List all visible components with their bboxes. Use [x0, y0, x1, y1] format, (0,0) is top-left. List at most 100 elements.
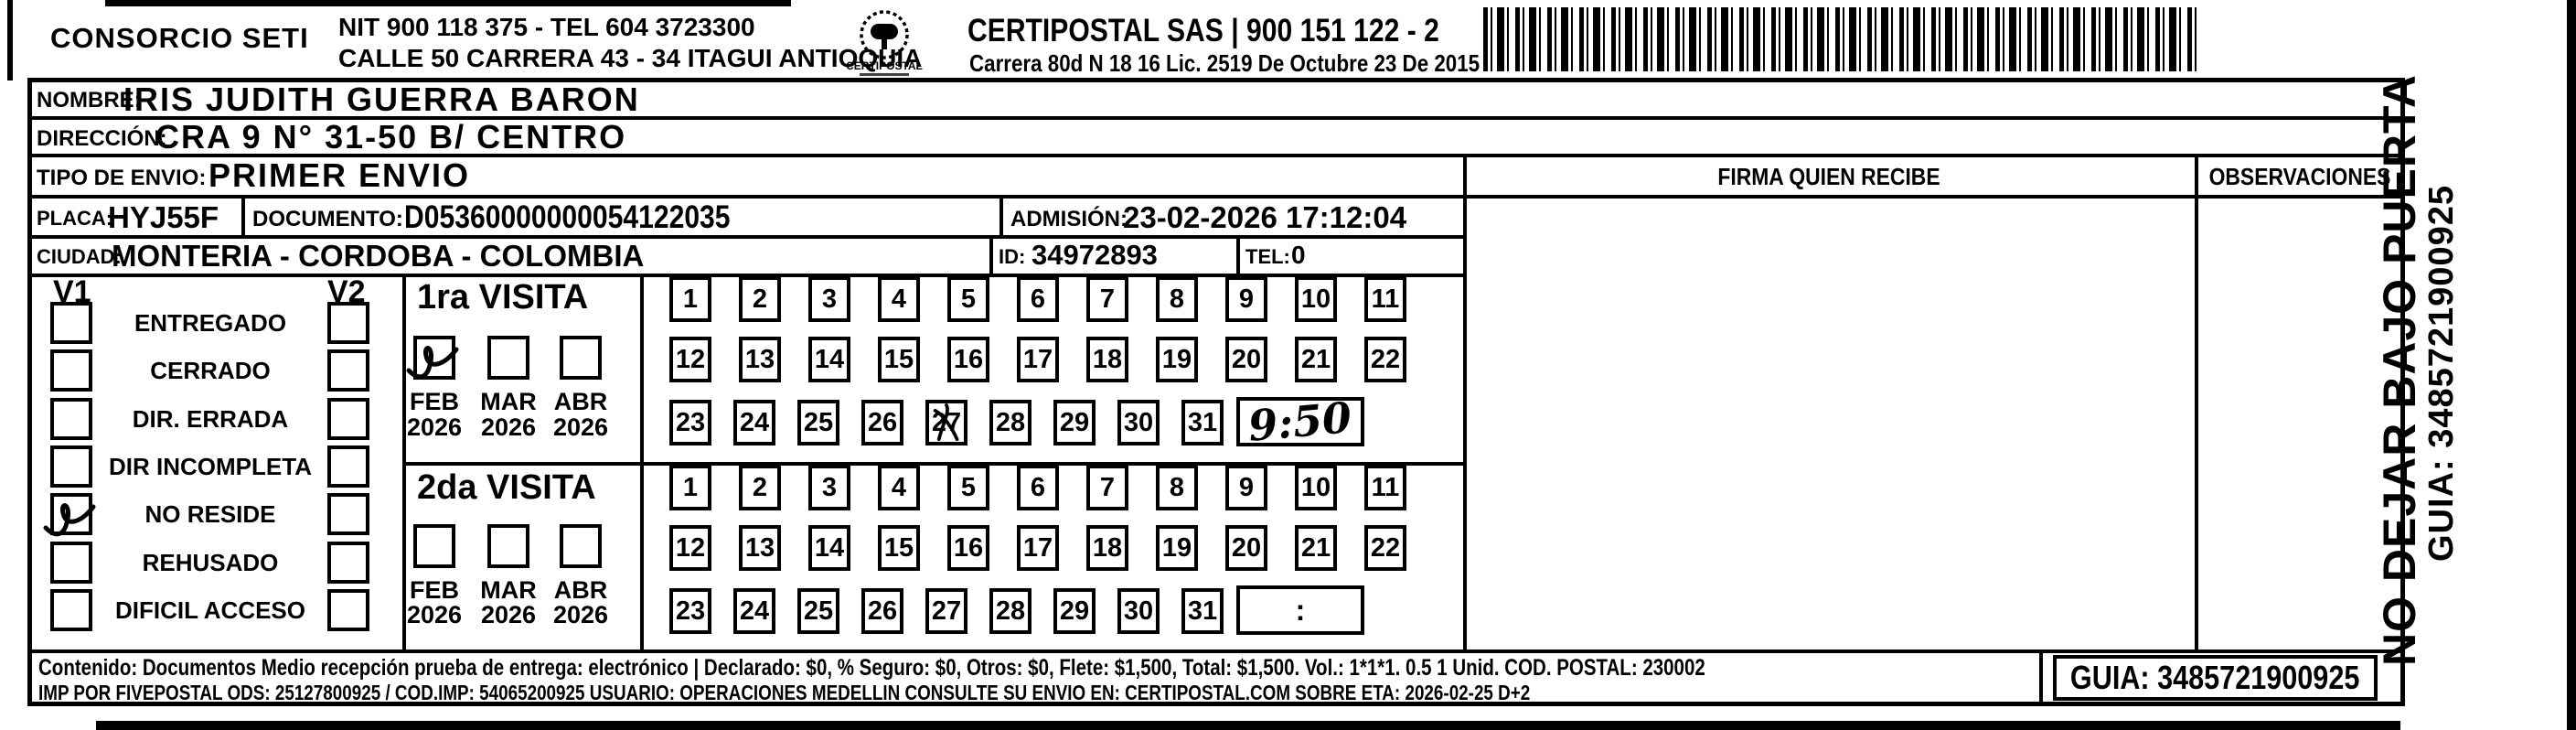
- status-option-label: DIR. ERRADA: [132, 405, 289, 433]
- day-number: 12: [675, 344, 706, 374]
- visit1-day-12: 12: [669, 337, 711, 382]
- v2-checkbox-entregado: [327, 302, 369, 344]
- day-number: 4: [891, 472, 907, 502]
- status-option-label: NO RESIDE: [144, 500, 276, 528]
- id-label: ID:: [999, 245, 1026, 268]
- ciudad-label: CIUDAD:: [37, 245, 122, 268]
- day-number: 29: [1059, 596, 1090, 626]
- v1-checkbox-entregado: [50, 302, 92, 344]
- day-number: 12: [675, 532, 706, 563]
- tipo-envio-label: TIPO DE ENVIO:: [37, 166, 207, 190]
- visit1-day-24: 24: [733, 400, 775, 446]
- time-value: :: [1295, 593, 1306, 627]
- visit2-day-20: 20: [1225, 525, 1267, 571]
- visit1-day-17: 17: [1017, 337, 1059, 382]
- visit1-day-30: 30: [1117, 400, 1160, 446]
- visit2-month-year: 2026: [406, 601, 463, 628]
- nombre-value: IRIS JUDITH GUERRA BARON: [123, 81, 640, 118]
- visit2-day-30: 30: [1117, 588, 1160, 634]
- visit1-day-2: 2: [739, 276, 781, 322]
- visit1-day-26: 26: [861, 400, 903, 446]
- visit1-day-31: 31: [1181, 400, 1224, 446]
- day-number: 17: [1022, 344, 1053, 374]
- day-number: 22: [1370, 344, 1401, 374]
- visit1-day-7: 7: [1086, 276, 1128, 322]
- scan-top-edge: [105, 0, 791, 6]
- handwritten-time-value: 9:50: [1246, 392, 1354, 451]
- visit2-day-14: 14: [808, 525, 850, 571]
- day-number: 24: [739, 407, 770, 437]
- day-number: 20: [1231, 532, 1262, 563]
- day-number: 23: [675, 596, 706, 626]
- day-number: 1: [682, 472, 699, 502]
- day-number: 1: [682, 284, 699, 314]
- side-guia-number: GUIA: 3485721900925: [2421, 185, 2461, 562]
- visit1-month-label: ABR: [553, 388, 608, 415]
- visit2-day-15: 15: [878, 525, 920, 571]
- day-number: 3: [821, 284, 838, 314]
- visit2-day-22: 22: [1364, 525, 1406, 571]
- table-border-top: [27, 78, 2405, 82]
- day-number: 31: [1187, 407, 1218, 437]
- status-option-label: REHUSADO: [142, 549, 279, 576]
- day-number: 11: [1371, 284, 1400, 314]
- day-number: 26: [867, 596, 898, 626]
- tipo-envio-value: PRIMER ENVIO: [208, 156, 471, 194]
- firma-quien-recibe-header: FIRMA QUIEN RECIBE: [1717, 163, 1940, 190]
- scan-left-edge: [7, 0, 13, 81]
- visit1-day-9: 9: [1225, 276, 1267, 322]
- footer-contenido-line: Contenido: Documentos Medio recepción pr…: [38, 655, 1705, 681]
- side-vertical-text: NO DEJAR BAJO PUERTA GUIA: 3485721900925: [2374, 74, 2515, 666]
- day-number: 7: [1099, 284, 1116, 314]
- visit1-day-14: 14: [808, 337, 850, 382]
- header-address-line: CALLE 50 CARRERA 43 - 34 ITAGUI ANTIOQUI…: [338, 44, 923, 72]
- visit2-month-label: ABR: [553, 576, 608, 604]
- admision-value: 23-02-2026 17:12:04: [1123, 200, 1407, 234]
- footer-imp-line: IMP POR FIVEPOSTAL ODS: 25127800925 / CO…: [38, 681, 1531, 704]
- day-number: 30: [1123, 596, 1154, 626]
- placa-value: HYJ55F: [108, 200, 219, 234]
- visit1-title: 1ra VISITA: [417, 278, 589, 317]
- visit1-day-10: 10: [1295, 276, 1337, 322]
- handwritten-check-mark: [406, 346, 459, 380]
- visit1-month-label: MAR: [480, 388, 537, 415]
- visit2-month-year: 2026: [480, 601, 537, 628]
- visit2-day-3: 3: [808, 465, 850, 510]
- table-border-right: [2400, 78, 2405, 706]
- day-number: 13: [744, 532, 775, 563]
- day-number: 26: [867, 407, 898, 437]
- visit2-day-2: 2: [739, 465, 781, 510]
- v1-checkbox-dificil-acceso: [50, 589, 92, 631]
- day-number: 2: [752, 284, 768, 314]
- table-border-bottom: [27, 702, 2405, 706]
- visit1-day-5: 5: [947, 276, 989, 322]
- v1-checkbox-dir-incompleta: [50, 446, 92, 488]
- day-number: 18: [1092, 344, 1123, 374]
- day-number: 3: [821, 472, 838, 502]
- visit1-day-23: 23: [669, 400, 711, 446]
- visit1-day-27: 27: [925, 400, 967, 446]
- observaciones-area: [2198, 199, 2397, 646]
- day-number: 5: [960, 284, 977, 314]
- visit2-month-checkbox-abr: [560, 524, 602, 568]
- visit2-day-16: 16: [947, 525, 989, 571]
- day-number: 22: [1370, 532, 1401, 563]
- visit2-day-11: 11: [1364, 465, 1406, 510]
- v1-checkbox-dir-errada: [50, 398, 92, 440]
- day-number: 6: [1030, 472, 1046, 502]
- direccion-label: DIRECCIÓN:: [37, 126, 167, 151]
- v1-checkbox-no-reside: [43, 493, 96, 537]
- day-number: 28: [995, 596, 1026, 626]
- visit2-day-26: 26: [861, 588, 903, 634]
- visit2-month-checkbox-mar: [487, 524, 529, 568]
- day-number: 9: [1238, 284, 1255, 314]
- v2-checkbox-cerrado: [327, 349, 369, 392]
- status-option-label: ENTREGADO: [134, 309, 287, 337]
- visit1-month-year: 2026: [552, 413, 609, 441]
- visit2-time-box: :: [1236, 585, 1364, 635]
- day-number: 10: [1300, 284, 1331, 314]
- visit2-day-25: 25: [797, 588, 839, 634]
- visit1-day-15: 15: [878, 337, 920, 382]
- visit2-day-8: 8: [1156, 465, 1198, 510]
